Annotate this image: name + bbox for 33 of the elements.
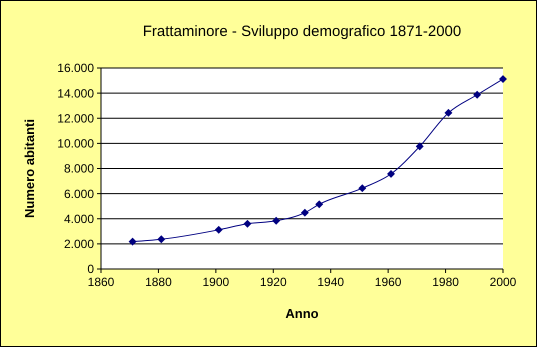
- y-tick-label: 16.000: [57, 61, 94, 76]
- x-tick-label: 2000: [490, 275, 517, 289]
- y-tick-label: 10.000: [57, 136, 94, 151]
- y-tick-label: 12.000: [57, 111, 94, 126]
- point: [157, 235, 166, 244]
- point: [387, 170, 395, 178]
- y-tick-label: 0: [87, 262, 94, 276]
- chart-title: Frattaminore - Sviluppo demografico 1871-2000: [142, 23, 462, 40]
- x-tick-label: 1860: [88, 275, 115, 289]
- point: [128, 238, 137, 246]
- x-axis-title: Anno: [285, 306, 319, 321]
- y-tick-label: 8.000: [64, 162, 94, 176]
- point: [358, 184, 366, 192]
- y-tick-label: 4.000: [64, 212, 94, 226]
- x-tick-label: 1960: [374, 275, 402, 289]
- y-tick-label: 2.000: [64, 237, 94, 252]
- point: [499, 75, 507, 84]
- x-tick-label: 1920: [260, 275, 287, 289]
- x-tick-label: 1980: [432, 275, 460, 289]
- y-tick-label: 6.000: [64, 186, 94, 201]
- y-tick-label: 14.000: [57, 86, 94, 100]
- x-tick-label: 1900: [202, 275, 230, 289]
- point: [243, 220, 252, 228]
- point: [214, 226, 223, 234]
- point: [315, 200, 324, 208]
- point: [272, 216, 280, 225]
- point: [300, 208, 309, 217]
- point: [444, 108, 452, 117]
- point: [473, 90, 482, 99]
- point: [416, 142, 424, 150]
- y-axis-title: Numero abitanti: [22, 119, 37, 218]
- x-tick-label: 1940: [317, 275, 344, 289]
- x-tick-label: 1880: [145, 275, 172, 289]
